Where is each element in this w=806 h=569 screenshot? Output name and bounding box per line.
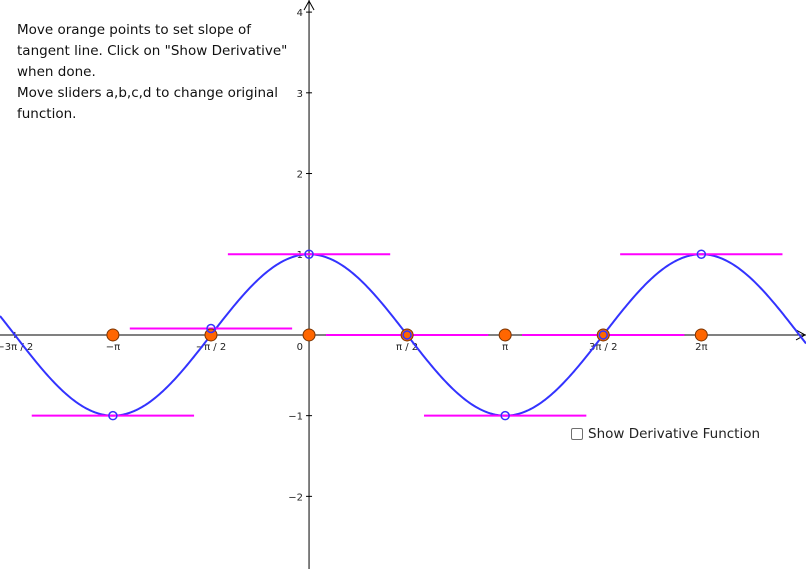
function-curve-layer bbox=[0, 253, 806, 417]
x-tick-label: −π / 2 bbox=[196, 342, 227, 353]
x-tick-label: −3π / 2 bbox=[0, 342, 33, 353]
tangent-point bbox=[402, 330, 412, 340]
show-derivative-label[interactable]: Show Derivative Function bbox=[588, 426, 761, 442]
x-tick-label: 3π / 2 bbox=[589, 342, 617, 353]
x-tick-label: −π bbox=[106, 342, 120, 353]
x-tick-label: 2π bbox=[695, 342, 707, 353]
instructions-line-1: Move orange points to set slope of tange… bbox=[17, 22, 288, 80]
checkbox-box[interactable] bbox=[571, 428, 583, 440]
tangent-point bbox=[108, 410, 118, 421]
tangent-point bbox=[500, 410, 510, 421]
tangent-point bbox=[696, 249, 707, 259]
instructions-text: Move orange points to set slope of tange… bbox=[17, 20, 307, 125]
y-tick-label: 2 bbox=[297, 170, 303, 181]
cosine-curve bbox=[0, 253, 806, 417]
x-axis-arrow bbox=[795, 329, 806, 341]
instructions-line-2: Move sliders a,b,c,d to change original … bbox=[17, 85, 279, 122]
y-tick-label: 4 bbox=[297, 8, 303, 19]
orange-slope-point[interactable] bbox=[302, 328, 316, 342]
y-tick-label: −1 bbox=[288, 412, 303, 423]
orange-slope-point[interactable] bbox=[694, 328, 708, 342]
y-tick-label: 3 bbox=[297, 89, 303, 100]
tangent-point bbox=[598, 330, 608, 340]
tangent-point bbox=[304, 249, 314, 259]
x-tick-label: π / 2 bbox=[396, 342, 418, 353]
orange-slope-point[interactable] bbox=[106, 328, 120, 342]
x-tick-label: 0 bbox=[297, 342, 303, 353]
orange-points[interactable] bbox=[106, 249, 708, 421]
y-axis-arrow bbox=[303, 0, 315, 11]
orange-slope-point[interactable] bbox=[204, 328, 218, 342]
x-tick-label: π bbox=[502, 342, 508, 353]
tangent-point bbox=[206, 323, 216, 334]
orange-slope-point[interactable] bbox=[498, 328, 512, 342]
y-tick-label: −2 bbox=[288, 492, 303, 503]
show-derivative-checkbox[interactable]: Show Derivative Function bbox=[571, 426, 760, 442]
